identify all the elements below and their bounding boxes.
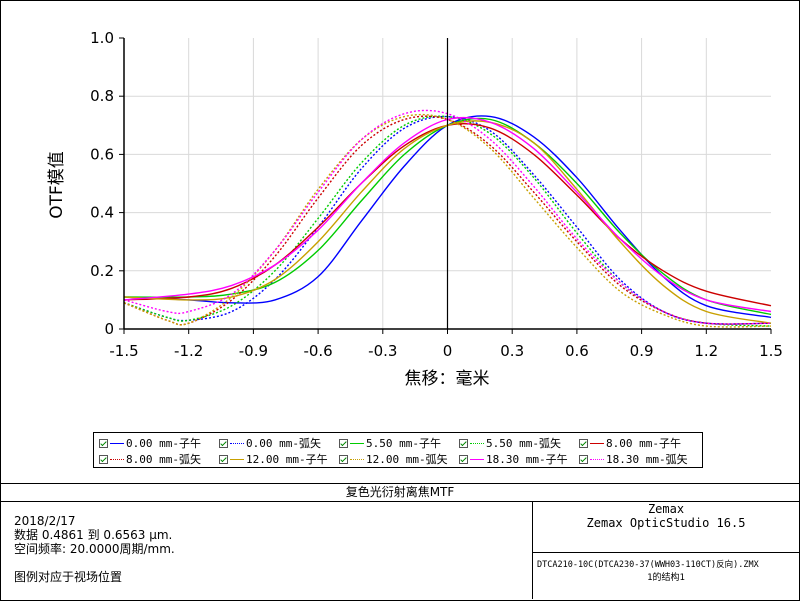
x-tick-label: 0.3 <box>500 342 524 360</box>
legend-swatch <box>230 458 244 460</box>
configuration-label: 1的结构1 <box>647 573 685 583</box>
x-tick-label: -1.2 <box>174 342 203 360</box>
brand-divider <box>533 552 799 553</box>
legend-label: 18.30 mm-弧矢 <box>606 453 688 466</box>
legend-checkbox[interactable] <box>99 454 108 464</box>
legend-checkbox[interactable] <box>579 438 588 448</box>
legend-label: 5.50 mm-弧矢 <box>486 437 561 450</box>
brand-panel: Zemax Zemax OpticStudio 16.5 DTCA210-10C… <box>533 501 799 599</box>
legend-checkbox[interactable] <box>339 438 348 448</box>
legend-item[interactable]: 0.00 mm-子午 <box>99 435 201 451</box>
legend-label: 12.00 mm-子午 <box>246 453 328 466</box>
legend-checkbox[interactable] <box>579 454 588 464</box>
x-axis-label: 焦移：毫米 <box>405 369 490 389</box>
legend-swatch <box>470 442 484 444</box>
legend-label: 8.00 mm-弧矢 <box>126 453 201 466</box>
x-tick-label: 0.9 <box>630 342 654 360</box>
legend-checkbox[interactable] <box>459 454 468 464</box>
legend-checkbox[interactable] <box>99 438 108 448</box>
legend-label: 0.00 mm-弧矢 <box>246 437 321 450</box>
x-tick-label: 0 <box>443 342 453 360</box>
file-name: DTCA210-10C(DTCA230-37(WWH03-110CT)反向).Z… <box>537 560 759 570</box>
mtf-plot: -1.5 -1.2 -0.9 -0.6 -0.3 0 0.3 0.6 0.9 1.2 1.5 0 0.… <box>47 29 783 389</box>
legend-swatch <box>350 458 364 460</box>
legend-item[interactable]: 18.30 mm-弧矢 <box>579 451 688 467</box>
legend-item[interactable]: 8.00 mm-子午 <box>579 435 681 451</box>
legend-checkbox[interactable] <box>219 454 228 464</box>
legend-item[interactable]: 8.00 mm-弧矢 <box>99 451 201 467</box>
legend-swatch <box>110 442 124 444</box>
legend-item[interactable]: 12.00 mm-弧矢 <box>339 451 448 467</box>
panel-divider <box>532 501 533 599</box>
wavelength-range-text: 数据 0.4861 到 0.6563 μm. <box>14 528 173 542</box>
x-tick-label: -0.3 <box>368 342 397 360</box>
company-name: Zemax <box>647 502 685 516</box>
legend-checkbox[interactable] <box>459 438 468 448</box>
legend-label: 12.00 mm-弧矢 <box>366 453 448 466</box>
legend-item[interactable]: 0.00 mm-弧矢 <box>219 435 321 451</box>
y-tick-labels: 0 0.2 0.4 0.6 0.8 1.0 <box>90 29 114 338</box>
y-tick-label: 0.4 <box>90 204 114 222</box>
series-line-6 <box>123 115 772 326</box>
y-tick-label: 0 <box>104 320 114 338</box>
y-tick-label: 0.8 <box>90 87 114 105</box>
legend-checkbox[interactable] <box>339 454 348 464</box>
y-tick-label: 0.6 <box>90 145 114 163</box>
legend-note: 图例对应于视场位置 <box>14 570 123 584</box>
axes <box>119 37 772 334</box>
product-name: Zemax OpticStudio 16.5 <box>586 516 746 530</box>
y-tick-label: 1.0 <box>90 29 114 47</box>
x-tick-label: -0.9 <box>239 342 268 360</box>
legend-swatch <box>590 442 604 444</box>
legend-label: 8.00 mm-子午 <box>606 437 681 450</box>
legend-item[interactable]: 5.50 mm-弧矢 <box>459 435 561 451</box>
legend-label: 0.00 mm-子午 <box>126 437 201 450</box>
y-axis-label: OTF模值 <box>47 151 67 219</box>
legend-item[interactable]: 5.50 mm-子午 <box>339 435 441 451</box>
x-tick-label: 1.2 <box>694 342 718 360</box>
legend-label: 18.30 mm-子午 <box>486 453 568 466</box>
legend-item[interactable]: 12.00 mm-子午 <box>219 451 328 467</box>
legend-swatch <box>350 442 364 444</box>
date-text: 2018/2/17 <box>14 514 76 528</box>
spatial-frequency-text: 空间频率: 20.0000周期/mm. <box>14 542 175 556</box>
x-tick-label: -1.5 <box>109 342 138 360</box>
info-panel: 2018/2/17 数据 0.4861 到 0.6563 μm. 空间频率: 2… <box>14 514 175 556</box>
series-line-8 <box>123 113 772 328</box>
x-tick-labels: -1.5 -1.2 -0.9 -0.6 -0.3 0 0.3 0.6 0.9 1.2 1.5 <box>109 342 783 360</box>
y-tick-label: 0.2 <box>90 262 114 280</box>
legend: 0.00 mm-子午 0.00 mm-弧矢 5.50 mm-子午 5.50 mm-弧矢… <box>93 432 703 468</box>
series-line-4 <box>123 115 772 327</box>
legend-swatch <box>470 458 484 460</box>
series-line-2 <box>123 115 772 325</box>
legend-label: 5.50 mm-子午 <box>366 437 441 450</box>
chart-caption: 复色光衍射离焦MTF <box>0 483 800 502</box>
x-tick-label: 1.5 <box>759 342 783 360</box>
legend-swatch <box>590 458 604 460</box>
legend-checkbox[interactable] <box>219 438 228 448</box>
legend-item[interactable]: 18.30 mm-子午 <box>459 451 568 467</box>
legend-swatch <box>230 442 244 444</box>
x-tick-label: 0.6 <box>565 342 589 360</box>
legend-swatch <box>110 458 124 460</box>
x-tick-label: -0.6 <box>303 342 332 360</box>
